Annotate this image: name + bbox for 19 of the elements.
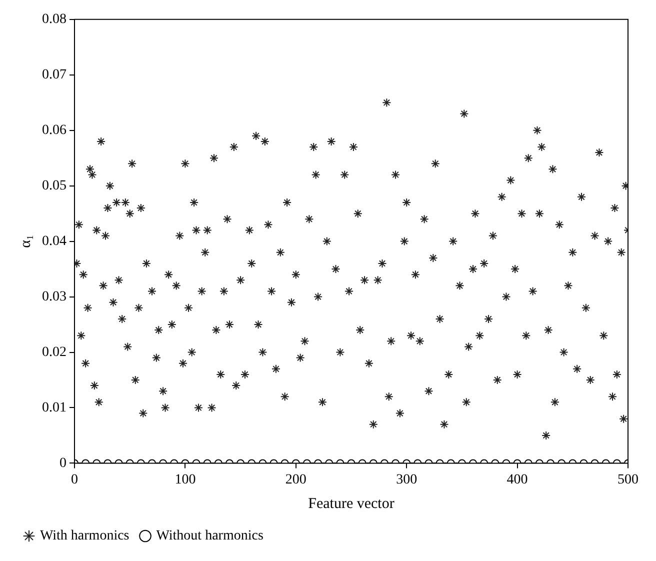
x-tick-label: 400	[506, 472, 528, 488]
legend-label: Without harmonics	[156, 528, 264, 544]
x-tick-label: 500	[618, 472, 638, 488]
y-tick-label: 0	[60, 456, 66, 471]
y-tick-label: 0.02	[42, 344, 66, 360]
y-tick-label: 0.01	[42, 400, 66, 416]
y-tick-label: 0.06	[42, 123, 66, 138]
y-tick-label: 0.05	[42, 178, 66, 194]
y-axis-title: α₁	[18, 234, 34, 248]
x-tick-label: 300	[396, 472, 418, 488]
y-tick-label: 0.08	[42, 12, 66, 28]
y-tick-label: 0.03	[42, 289, 66, 304]
x-tick-label: 100	[174, 472, 196, 488]
y-tick-label: 0.07	[42, 68, 66, 83]
legend-label: With harmonics	[40, 528, 130, 544]
x-tick-label: 200	[285, 472, 306, 488]
y-tick-label: 0.04	[42, 234, 66, 249]
x-axis-title: Feature vector	[308, 496, 394, 512]
x-tick-label: 0	[71, 472, 78, 488]
